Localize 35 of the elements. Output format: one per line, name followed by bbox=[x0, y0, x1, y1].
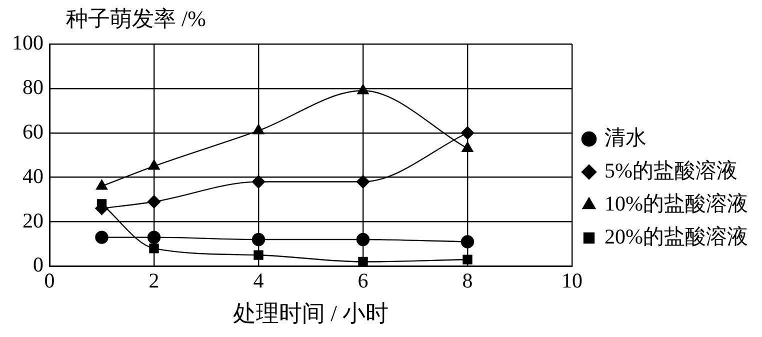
point bbox=[254, 250, 264, 260]
x-tick-label: 2 bbox=[148, 268, 160, 292]
legend-label: 清水 bbox=[604, 126, 647, 150]
y-tick-label: 100 bbox=[12, 30, 44, 55]
point bbox=[357, 84, 369, 94]
point bbox=[356, 175, 370, 188]
y-tick-label: 40 bbox=[22, 164, 44, 188]
point bbox=[149, 244, 159, 254]
point bbox=[252, 175, 266, 188]
legend-label: 20%的盐酸溶液 bbox=[604, 224, 748, 249]
point bbox=[252, 124, 264, 134]
x-tick-label: 8 bbox=[462, 268, 473, 292]
point bbox=[96, 180, 108, 190]
legend-label: 5%的盐酸溶液 bbox=[604, 158, 738, 183]
point bbox=[147, 230, 161, 244]
y-tick-label: 80 bbox=[22, 74, 44, 99]
point bbox=[356, 232, 370, 246]
x-axis-title: 处理时间 / 小时 bbox=[232, 301, 389, 326]
point bbox=[460, 235, 474, 248]
y-tick-label: 0 bbox=[33, 252, 44, 277]
x-tick-label: 4 bbox=[253, 268, 264, 292]
y-tick-label: 20 bbox=[22, 208, 44, 232]
point bbox=[462, 142, 474, 152]
point bbox=[460, 126, 474, 140]
x-tick-label: 6 bbox=[358, 268, 368, 292]
point bbox=[252, 232, 266, 246]
y-tick-label: 60 bbox=[22, 119, 44, 144]
point bbox=[462, 254, 472, 264]
point bbox=[147, 195, 161, 208]
point bbox=[358, 256, 368, 266]
legend-label: 10%的盐酸溶液 bbox=[604, 192, 748, 216]
point bbox=[95, 230, 108, 244]
point bbox=[148, 160, 160, 170]
x-tick-label: 10 bbox=[562, 268, 583, 292]
y-axis-title: 种子萌发率 /% bbox=[66, 5, 206, 33]
